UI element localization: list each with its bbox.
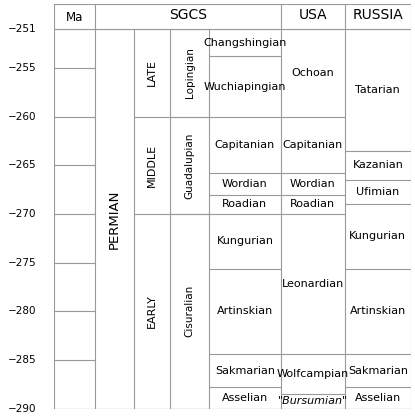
Text: EARLY: EARLY [147, 294, 157, 328]
Text: LATE: LATE [147, 60, 157, 86]
Text: Wordian: Wordian [222, 179, 268, 189]
Text: Ochoan: Ochoan [291, 68, 334, 78]
Text: Lopingian: Lopingian [185, 48, 195, 98]
Text: RUSSIA: RUSSIA [352, 8, 403, 22]
Text: MIDDLE: MIDDLE [147, 144, 157, 187]
Text: Roadian: Roadian [222, 199, 267, 209]
Text: Asselian: Asselian [355, 393, 401, 403]
Text: USA: USA [298, 8, 327, 22]
Text: −275: −275 [7, 258, 36, 268]
Text: PERMIAN: PERMIAN [108, 189, 121, 249]
Text: Artinskian: Artinskian [350, 306, 406, 317]
Text: −265: −265 [7, 161, 36, 171]
Text: −255: −255 [7, 63, 36, 73]
Text: Changshingian: Changshingian [203, 38, 287, 48]
Text: Kungurian: Kungurian [349, 231, 406, 241]
Text: Leonardian: Leonardian [281, 279, 344, 289]
Text: −280: −280 [7, 306, 36, 317]
Text: SGCS: SGCS [169, 8, 207, 22]
Text: Kazanian: Kazanian [352, 161, 403, 171]
Text: Sakmarian: Sakmarian [348, 366, 408, 376]
Text: Asselian: Asselian [222, 393, 268, 403]
Text: Tatarian: Tatarian [356, 85, 400, 95]
Text: Ma: Ma [66, 11, 83, 24]
Text: Cisuralian: Cisuralian [185, 285, 195, 337]
Text: Wordian: Wordian [290, 179, 336, 189]
Text: Capitanian: Capitanian [215, 140, 275, 150]
Text: Roadian: Roadian [290, 199, 335, 209]
Text: Sakmarian: Sakmarian [215, 366, 275, 376]
Text: Capitanian: Capitanian [283, 140, 343, 150]
Text: −270: −270 [7, 209, 36, 219]
Text: Wolfcampian: Wolfcampian [276, 369, 349, 379]
Text: Artinskian: Artinskian [217, 306, 273, 317]
Text: −251: −251 [7, 24, 36, 34]
Text: −285: −285 [7, 355, 36, 365]
Text: Guadalupian: Guadalupian [185, 132, 195, 198]
Text: Ufimian: Ufimian [356, 187, 400, 197]
Text: Wuchiapingian: Wuchiapingian [204, 82, 286, 92]
Text: −260: −260 [7, 112, 36, 122]
Text: −290: −290 [7, 404, 36, 414]
Text: Kungurian: Kungurian [216, 236, 273, 246]
Text: "Bursumian": "Bursumian" [278, 397, 348, 406]
